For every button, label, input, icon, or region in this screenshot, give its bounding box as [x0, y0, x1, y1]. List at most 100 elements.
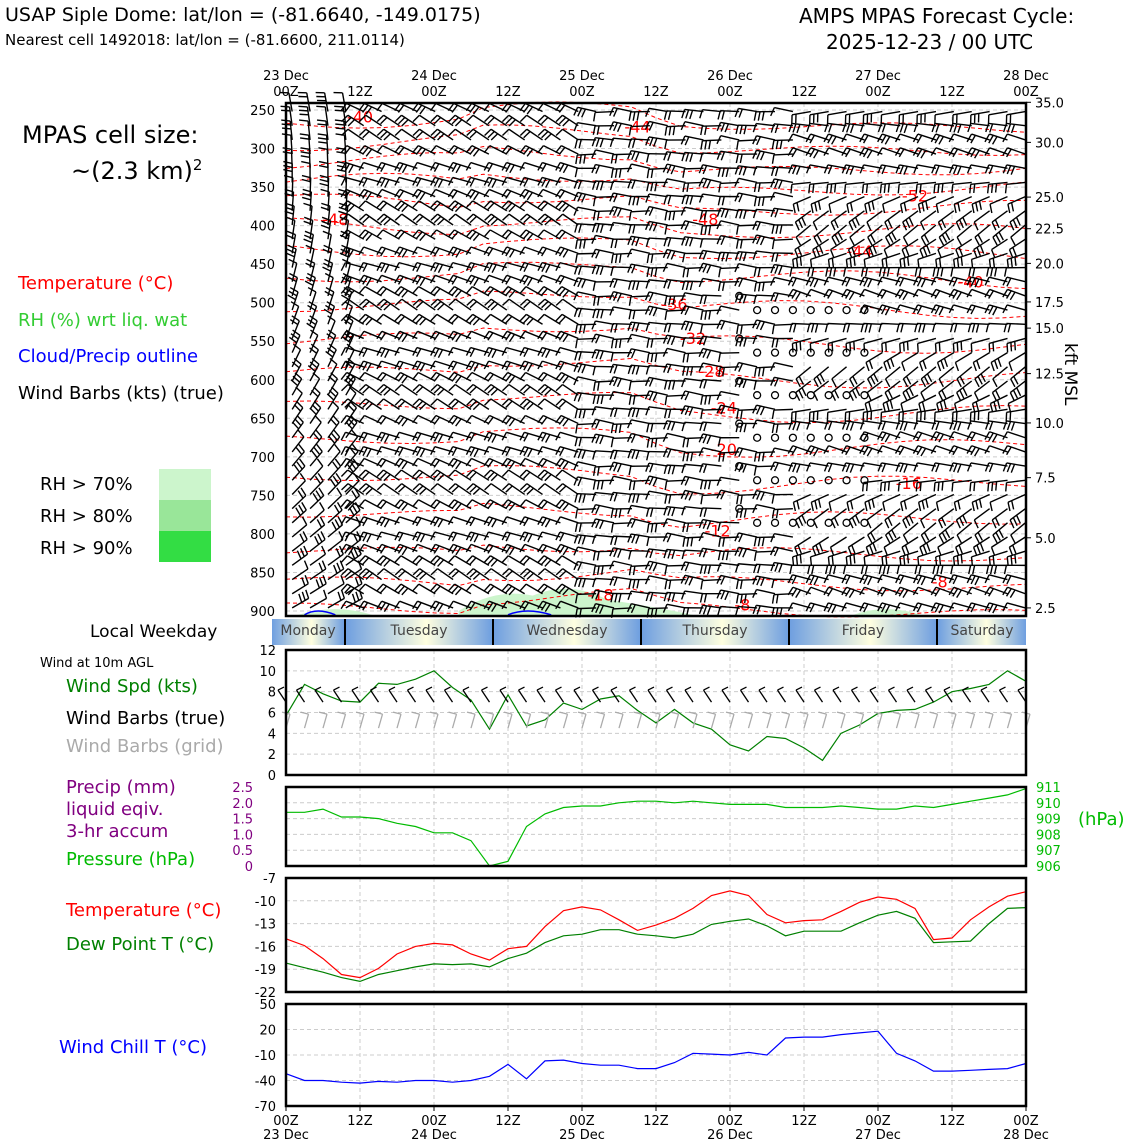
wind-barb	[628, 224, 650, 234]
wind-barb	[358, 583, 382, 595]
wind-barb	[483, 499, 508, 510]
wind-barb	[573, 476, 597, 487]
wind-barb	[303, 202, 313, 226]
wind-barb	[990, 536, 1008, 556]
wind-barb	[897, 181, 919, 194]
cell-size-sup: 2	[192, 156, 203, 174]
sfc-wind-barb	[647, 686, 657, 703]
sfc-wind-barb	[277, 686, 287, 703]
wind-barb	[484, 383, 508, 396]
wind-barb	[325, 343, 337, 368]
wind-barb	[823, 462, 847, 473]
sfc-grid-barb	[781, 711, 791, 729]
kft-axis-label: kft MSL	[1060, 343, 1080, 406]
wind-barb	[952, 110, 972, 124]
calm-circle	[770, 518, 780, 527]
sfc-wind-barb	[369, 686, 380, 703]
wind-barb	[901, 536, 919, 556]
wind-barb	[291, 343, 302, 368]
wind-barb	[592, 281, 615, 291]
wind-barb	[827, 337, 847, 353]
top-date-tick: 25 Dec	[559, 69, 605, 84]
wind-barb	[466, 483, 490, 496]
wind-barb	[309, 501, 325, 524]
panel-ytick-label: 2	[268, 748, 276, 763]
wind-barb	[1002, 431, 1026, 440]
wind-barb	[519, 200, 543, 212]
bottom-date-tick: 27 Dec	[855, 1128, 901, 1140]
wind-barb	[950, 564, 972, 575]
wind-barb	[716, 390, 740, 401]
sfc-wind-barb	[314, 686, 324, 703]
wind-barb	[734, 165, 758, 176]
wind-barb	[866, 380, 883, 401]
wind-barb	[752, 503, 776, 514]
wind-barb	[698, 463, 722, 474]
wind-barb	[771, 323, 793, 335]
sfc-wind-barb	[906, 686, 916, 703]
wind-barb	[412, 383, 436, 396]
kft-tick-label: 12.5	[1035, 368, 1064, 383]
wind-barb	[340, 313, 365, 325]
wind-barb	[866, 210, 883, 231]
sfc-wind-barb	[721, 686, 731, 703]
wind-barb	[376, 555, 400, 567]
wind-barb	[955, 238, 973, 259]
wind-barb	[902, 210, 919, 231]
wind-barb	[483, 261, 507, 274]
wind-barb	[824, 122, 847, 133]
calm-circle	[842, 305, 851, 315]
wind-barb	[501, 555, 526, 566]
wind-barb	[752, 319, 776, 331]
wind-barb	[900, 493, 919, 512]
wind-barb	[753, 563, 776, 574]
wind-barb	[716, 562, 740, 572]
wind-barb	[430, 286, 454, 297]
wind-barb	[394, 213, 418, 226]
wind-barb	[987, 408, 1008, 422]
sfc-wind-barb	[924, 686, 935, 703]
wind-barb	[305, 258, 316, 282]
panel-ytick-label: -13	[255, 918, 276, 933]
wind-barb	[938, 366, 955, 388]
wind-barb	[591, 518, 615, 530]
nearest-cell: Nearest cell 1492018: lat/lon = (-81.660…	[5, 31, 405, 49]
wind-barb	[1005, 408, 1026, 422]
wind-barb	[412, 286, 436, 297]
wind-barb	[430, 114, 454, 127]
wind-barb	[591, 418, 615, 429]
sfc-grid-barb	[651, 711, 661, 729]
sfc-wind-barb	[813, 686, 824, 703]
calm-circle	[735, 291, 744, 301]
wind-barb	[465, 145, 490, 157]
wind-barb	[573, 448, 597, 459]
wind-barb	[682, 437, 704, 448]
wind-barb	[830, 380, 847, 401]
wind-barb	[663, 420, 686, 431]
wind-barb	[752, 404, 776, 416]
wind-barb	[898, 408, 919, 422]
top-time-tick: 12Z	[495, 85, 521, 100]
legend-cloud: Cloud/Precip outline	[18, 346, 199, 367]
wind-barb	[1002, 445, 1026, 456]
wind-barb	[717, 251, 740, 262]
wind-barb	[1005, 479, 1026, 492]
kft-tick-label: 7.5	[1035, 472, 1056, 487]
label-pressure-unit: (hPa)	[1078, 809, 1125, 830]
wind-barb	[1002, 462, 1026, 473]
wind-barb	[394, 414, 418, 427]
sfc-wind-barb	[665, 686, 676, 703]
wind-barb	[430, 176, 454, 188]
wind-barb	[734, 107, 758, 118]
sfc-grid-barb	[929, 711, 939, 729]
wind-barb	[864, 195, 883, 214]
wind-barb	[376, 313, 400, 325]
wind-barb	[698, 277, 722, 288]
wind-barb	[340, 114, 365, 127]
weekday-name: Tuesday	[390, 623, 448, 639]
wind-barb	[879, 479, 901, 492]
wind-barb	[591, 333, 615, 344]
wind-barb	[717, 437, 740, 447]
wind-barb	[555, 516, 579, 525]
label-barbs-true: Wind Barbs (true)	[66, 708, 226, 729]
